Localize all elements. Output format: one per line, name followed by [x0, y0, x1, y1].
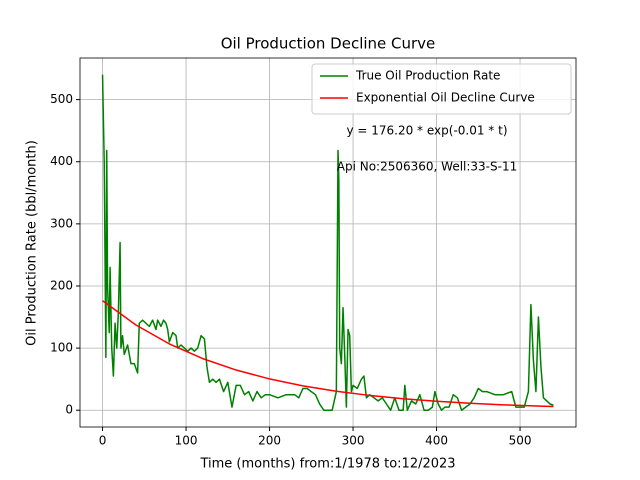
plot-frame — [79, 57, 577, 428]
x-axis-label: Time (months) from:1/1978 to:12/2023 — [199, 457, 455, 472]
x-tick-label: 0 — [99, 434, 107, 448]
y-tick-label: 100 — [50, 341, 73, 355]
y-tick-label: 200 — [50, 278, 73, 292]
legend-box — [311, 63, 572, 115]
x-tick-label: 300 — [342, 434, 365, 448]
y-tick-label: 300 — [50, 216, 73, 230]
x-tick-label: 400 — [425, 434, 448, 448]
line-series — [102, 300, 554, 408]
legend-label: Exponential Oil Decline Curve — [356, 91, 535, 105]
y-tick-label: 400 — [50, 154, 73, 168]
annotation: y = 176.20 * exp(-0.01 * t) — [346, 124, 507, 138]
y-axis-label: Oil Production Rate (bbl/month) — [25, 140, 40, 346]
y-tick-label: 500 — [50, 92, 73, 106]
x-tick-label: 500 — [509, 434, 532, 448]
line-series — [101, 74, 554, 411]
x-tick-label: 200 — [258, 434, 281, 448]
annotation: Api No:2506360, Well:33-S-11 — [337, 160, 517, 174]
legend-label: True Oil Production Rate — [355, 69, 500, 83]
chart-title: Oil Production Decline Curve — [221, 35, 436, 53]
y-tick-label: 0 — [65, 403, 73, 417]
x-tick-label: 100 — [175, 434, 198, 448]
